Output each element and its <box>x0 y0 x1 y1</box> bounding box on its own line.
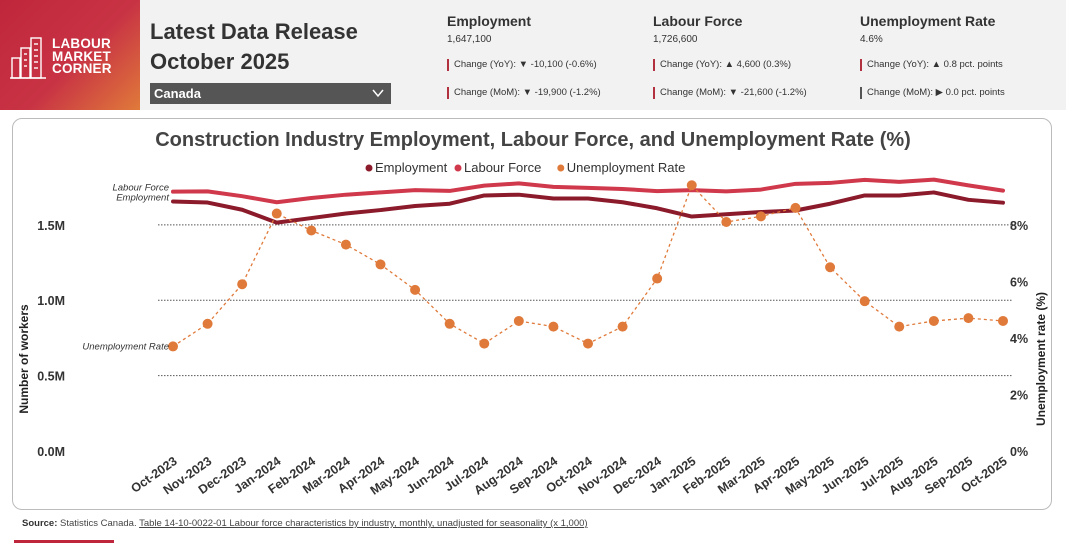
y2-tick-label-3: 6% <box>1010 275 1028 289</box>
legend-label-1: Labour Force <box>464 160 541 175</box>
employment-mom: Change (MoM): ▼ -19,900 (-1.2%) <box>447 87 601 99</box>
y2-axis-title: Unemployment rate (%) <box>1034 292 1048 426</box>
labour-force-value: 1,726,600 <box>653 34 698 45</box>
release-title-line-1: Latest Data Release <box>150 19 358 44</box>
employment-yoy: Change (YoY): ▼ -10,100 (-0.6%) <box>447 59 597 71</box>
series-2-point-7 <box>410 284 421 295</box>
series-2-point-5 <box>340 239 351 250</box>
legend-label-2: Unemployment Rate <box>567 160 686 175</box>
header-panel: LABOUR MARKET CORNER Latest Data Release… <box>0 0 1066 110</box>
unemployment-rate-mom: Change (MoM): ▶ 0.0 pct. points <box>860 87 1005 99</box>
employment-yoy-text: Change (YoY): ▼ -10,100 (-0.6%) <box>454 59 597 70</box>
series-2-point-21 <box>894 321 905 332</box>
series-2-point-24 <box>998 315 1008 326</box>
employment-mom-text: Change (MoM): ▼ -19,900 (-1.2%) <box>454 87 601 98</box>
employment-value: 1,647,100 <box>447 34 492 45</box>
y-tick-label-1: 0.5M <box>37 370 65 384</box>
buildings-icon <box>10 37 46 79</box>
series-line-0 <box>171 190 1005 225</box>
y-tick-label-3: 1.5M <box>37 219 65 233</box>
labour-force-mom-marker <box>653 87 655 99</box>
region-dropdown[interactable]: Canada <box>150 83 391 104</box>
employment-yoy-marker <box>447 59 449 71</box>
brand-line-2: MARKET <box>52 48 111 64</box>
series-2-point-12 <box>583 338 593 349</box>
unemployment-rate-yoy-marker <box>860 59 862 71</box>
source-label: Source: <box>22 518 58 529</box>
employment-mom-marker <box>447 87 449 99</box>
chart-card: Construction Industry Employment, Labour… <box>12 118 1052 510</box>
brand-name: LABOUR MARKET CORNER <box>52 36 112 76</box>
source-table-link[interactable]: Table 14-10-0022-01 Labour force charact… <box>139 518 588 529</box>
series-2-point-4 <box>306 225 317 236</box>
release-title: Latest Data Release October 2025 <box>150 17 410 77</box>
series-2-point-20 <box>859 296 870 307</box>
labour-force-title: Labour Force <box>653 13 743 29</box>
chart-canvas: Construction Industry Employment, Labour… <box>17 129 1048 498</box>
annotation-labour-force: Labour Force <box>112 183 169 194</box>
y-tick-label-2: 1.0M <box>37 294 65 308</box>
chevron-down-icon <box>372 89 384 98</box>
y2-tick-label-0: 0% <box>1010 445 1028 459</box>
labour-force-yoy: Change (YoY): ▲ 4,600 (0.3%) <box>653 59 792 71</box>
unemployment-rate-title: Unemployment Rate <box>860 13 996 29</box>
series-2-point-10 <box>513 315 524 326</box>
annotation-unemployment-rate: Unemployment Rate <box>82 341 169 352</box>
legend-marker-2 <box>557 164 565 172</box>
unemployment-rate-yoy-text: Change (YoY): ▲ 0.8 pct. points <box>867 59 1003 70</box>
chart-title: Construction Industry Employment, Labour… <box>155 129 911 151</box>
series-2-point-6 <box>375 259 386 270</box>
y-axis-title: Number of workers <box>17 304 31 414</box>
brand-logo: LABOUR MARKET CORNER <box>0 0 140 110</box>
unemployment-rate-yoy: Change (YoY): ▲ 0.8 pct. points <box>860 59 1003 71</box>
unemployment-rate-mom-text: Change (MoM): ▶ 0.0 pct. points <box>867 87 1005 98</box>
labour-force-yoy-text: Change (YoY): ▲ 4,600 (0.3%) <box>660 59 792 70</box>
series-2-point-3 <box>271 208 282 219</box>
source-prefix: Statistics Canada. <box>60 518 137 529</box>
annotation-employment: Employment <box>116 192 169 203</box>
employment-title: Employment <box>447 13 532 29</box>
y2-tick-label-1: 2% <box>1010 388 1028 402</box>
labour-force-yoy-marker <box>653 59 655 71</box>
legend-marker-0 <box>365 164 373 172</box>
region-selected-value: Canada <box>154 86 201 101</box>
series-2-point-18 <box>790 202 801 213</box>
y2-tick-label-4: 8% <box>1010 219 1028 233</box>
y2-tick-label-2: 4% <box>1010 332 1028 346</box>
series-2-point-17 <box>755 211 766 222</box>
unemployment-rate-metric: Unemployment Rate 4.6% Change (YoY): ▲ 0… <box>860 13 1060 99</box>
brand-line-3: CORNER <box>52 61 112 76</box>
series-2-point-8 <box>444 318 455 329</box>
series-2-point-11 <box>548 321 559 332</box>
series-2-point-22 <box>928 315 939 326</box>
series-2-point-9 <box>479 338 490 349</box>
series-2-point-19 <box>825 262 836 273</box>
series-2-point-1 <box>202 318 213 329</box>
series-2-point-14 <box>652 273 663 284</box>
labour-force-mom-text: Change (MoM): ▼ -21,600 (-1.2%) <box>660 87 807 98</box>
series-2-point-0 <box>168 341 178 352</box>
series-line-1 <box>171 177 1005 205</box>
release-title-line-2: October 2025 <box>150 49 290 74</box>
labour-force-mom: Change (MoM): ▼ -21,600 (-1.2%) <box>653 87 807 99</box>
accent-bar <box>14 540 114 543</box>
source-note: Source: Statistics Canada. Table 14-10-0… <box>22 518 588 529</box>
brand-line-1: LABOUR <box>52 36 111 51</box>
series-line-2 <box>172 184 1004 347</box>
series-2-point-15 <box>686 180 697 191</box>
labour-force-metric: Labour Force 1,726,600 Change (YoY): ▲ 4… <box>653 13 853 99</box>
legend-marker-1 <box>454 164 462 172</box>
series-2-point-13 <box>617 321 628 332</box>
legend-label-0: Employment <box>375 160 448 175</box>
series-2-point-16 <box>721 217 732 228</box>
unemployment-rate-mom-marker <box>860 87 862 99</box>
series-2-point-23 <box>963 313 974 324</box>
employment-metric: Employment 1,647,100 Change (YoY): ▼ -10… <box>447 13 647 99</box>
unemployment-rate-value: 4.6% <box>860 34 883 45</box>
series-2-point-2 <box>237 279 248 290</box>
y-tick-label-0: 0.0M <box>37 445 65 459</box>
